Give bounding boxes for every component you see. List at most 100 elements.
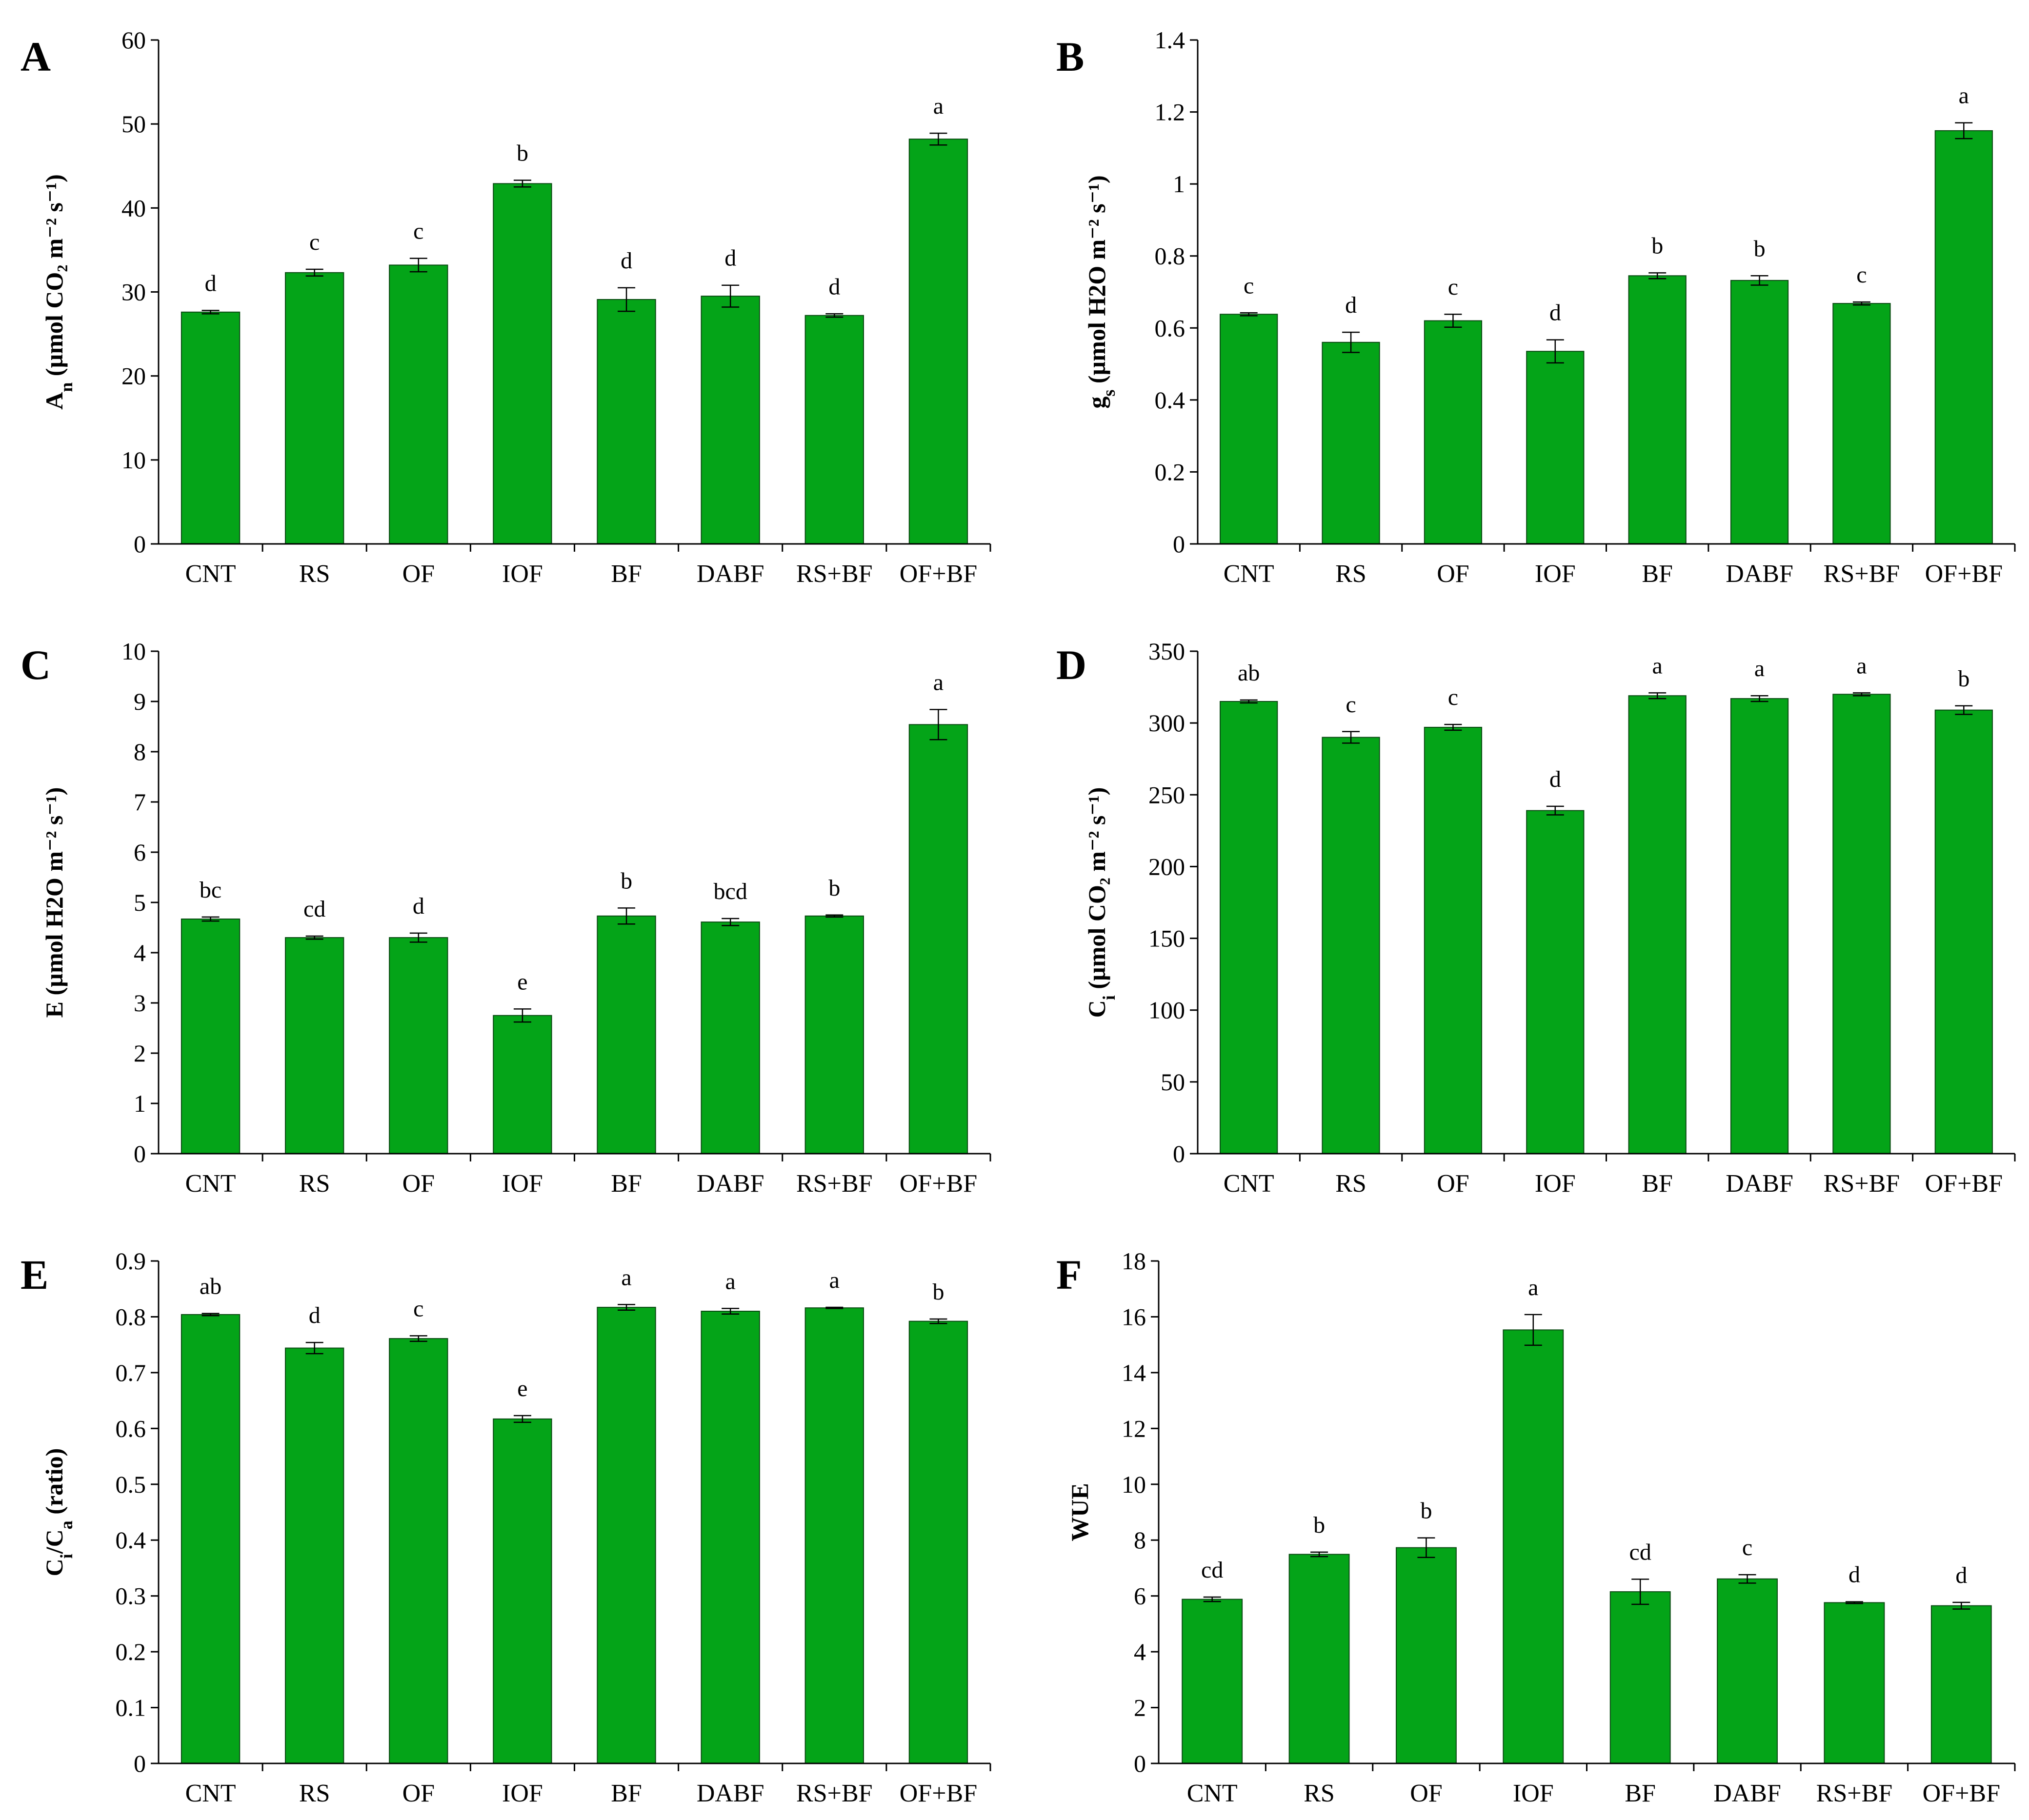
category-label: RS [299, 560, 330, 588]
y-tick-label: 1.2 [1155, 99, 1185, 126]
bar [181, 918, 241, 1154]
bar [597, 299, 656, 544]
bar [597, 915, 656, 1155]
significance-label: b [1754, 236, 1766, 261]
significance-label: d [205, 270, 217, 296]
category-label: CNT [185, 1170, 236, 1198]
significance-label: c [413, 1296, 423, 1321]
significance-label: c [1448, 684, 1458, 710]
panel-label: D [1056, 641, 1086, 688]
significance-label: cd [1629, 1539, 1651, 1565]
y-axis-label: WUE [1066, 1483, 1093, 1541]
y-tick-label: 0.1 [116, 1694, 146, 1721]
significance-label: a [1652, 653, 1663, 679]
bar [1182, 1599, 1243, 1764]
category-label: IOF [1535, 1170, 1576, 1198]
category-label: OF [1410, 1780, 1442, 1807]
y-tick-label: 0.6 [1155, 314, 1185, 341]
y-tick-label: 4 [134, 939, 146, 966]
bar [493, 183, 552, 544]
bar [1503, 1329, 1564, 1764]
panel-label: C [20, 641, 51, 688]
category-label: OF [1437, 560, 1469, 588]
bar [1934, 709, 1993, 1154]
bar [1322, 341, 1380, 544]
bar [1396, 1547, 1457, 1764]
bar [804, 315, 864, 544]
significance-label: a [829, 1267, 840, 1293]
significance-label: a [725, 1268, 736, 1294]
y-axis-label: E (µmol H2O m⁻² s⁻¹) [40, 787, 68, 1018]
y-axis-label: Ci (µmol CO₂ m⁻² s⁻¹) [1083, 787, 1119, 1018]
y-axis-label: Ci/Ca (ratio) [40, 1448, 76, 1577]
category-label: OF [402, 560, 435, 588]
significance-label: b [1420, 1498, 1432, 1524]
significance-label: a [1754, 656, 1765, 681]
y-tick-label: 60 [121, 26, 146, 54]
bar [1628, 695, 1687, 1154]
y-tick-label: 6 [134, 839, 146, 866]
significance-label: c [413, 219, 423, 244]
y-tick-label: 0.8 [1155, 242, 1185, 270]
category-label: OF [402, 1170, 435, 1198]
significance-label: bcd [714, 879, 747, 904]
significance-label: c [1742, 1535, 1752, 1560]
y-tick-label: 0.4 [116, 1526, 146, 1554]
significance-label: a [933, 669, 944, 695]
category-label: IOF [502, 1170, 543, 1198]
category-label: OF+BF [1925, 560, 2003, 588]
category-label: BF [611, 560, 642, 588]
significance-label: d [621, 248, 632, 274]
y-tick-label: 0.2 [1155, 458, 1185, 485]
significance-label: b [1958, 666, 1969, 692]
y-tick-label: 10 [121, 638, 146, 665]
y-tick-label: 0 [1134, 1750, 1146, 1777]
significance-label: c [1448, 274, 1458, 300]
significance-label: bc [200, 877, 221, 903]
category-label: CNT [185, 1780, 236, 1807]
y-tick-label: 0 [1173, 1140, 1185, 1167]
category-label: DABF [697, 1170, 764, 1198]
chart-panel-c: C 0 1 2 3 4 5 6 7 8 9 10 bc CNT cd RS d OF e IOF b BF bcd DABF b… [20, 638, 991, 1198]
category-label: OF+BF [900, 1780, 977, 1807]
category-label: RS+BF [796, 1780, 873, 1807]
bar [597, 1306, 656, 1764]
significance-label: d [1955, 1562, 1967, 1588]
significance-label: a [1856, 653, 1867, 679]
category-label: BF [1642, 1170, 1673, 1198]
chart-panel-e: E00.10.20.30.40.50.60.70.80.9abCNTdRScOF… [20, 1247, 991, 1807]
y-tick-label: 9 [134, 688, 146, 715]
bar [1832, 694, 1891, 1155]
y-tick-label: 0.4 [1155, 386, 1185, 414]
y-tick-label: 0.6 [116, 1415, 146, 1442]
category-label: DABF [1726, 560, 1793, 588]
panel-label: B [1056, 33, 1084, 80]
bar [804, 915, 864, 1155]
category-label: RS+BF [796, 560, 873, 588]
chart-panel-a: A 0 10 20 30 40 50 60 d CNT c RS c OF b IOF d BF d DABF d RS+… [20, 26, 991, 588]
significance-label: d [413, 893, 424, 919]
y-tick-label: 10 [121, 446, 146, 474]
y-tick-label: 0 [134, 530, 146, 558]
category-label: BF [611, 1170, 642, 1198]
category-label: CNT [1224, 1170, 1274, 1198]
y-tick-label: 250 [1148, 781, 1185, 808]
y-tick-label: 0.8 [116, 1303, 146, 1330]
category-label: RS [299, 1780, 330, 1807]
category-label: DABF [697, 560, 764, 588]
significance-label: ab [200, 1274, 221, 1300]
category-label: BF [1625, 1780, 1656, 1807]
category-label: IOF [1535, 560, 1576, 588]
panel-label: A [20, 33, 51, 80]
bar [1717, 1578, 1778, 1764]
category-label: DABF [1726, 1170, 1793, 1198]
bar [285, 1347, 344, 1764]
bar [389, 264, 448, 544]
category-label: CNT [185, 560, 236, 588]
bar [181, 1314, 241, 1764]
significance-label: b [517, 140, 528, 166]
y-tick-label: 30 [121, 279, 146, 306]
y-axis-label: gs (µmol H2O m⁻² s⁻¹) [1083, 175, 1119, 408]
significance-label: d [1549, 766, 1561, 792]
